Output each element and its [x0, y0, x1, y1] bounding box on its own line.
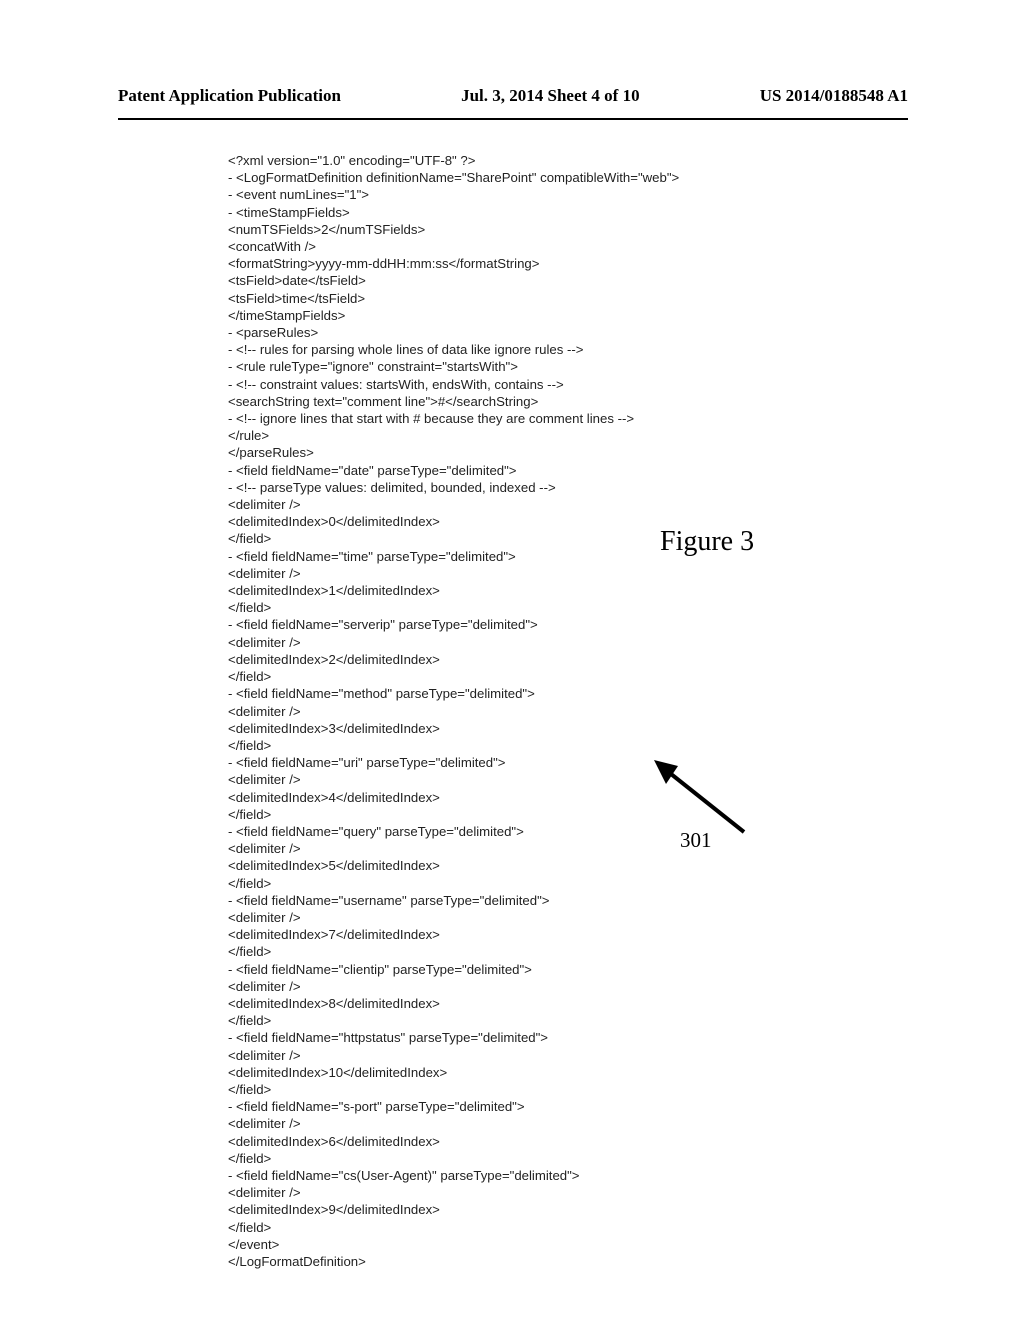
reference-number: 301 [680, 828, 712, 853]
header-center: Jul. 3, 2014 Sheet 4 of 10 [461, 86, 640, 106]
header-rule [118, 118, 908, 120]
xml-code-block: <?xml version="1.0" encoding="UTF-8" ?> … [228, 152, 679, 1270]
header-left: Patent Application Publication [118, 86, 341, 106]
figure-label: Figure 3 [660, 526, 754, 558]
header-right: US 2014/0188548 A1 [760, 86, 908, 106]
arrow-icon [648, 756, 778, 848]
page: Patent Application Publication Jul. 3, 2… [0, 0, 1024, 1320]
page-header: Patent Application Publication Jul. 3, 2… [118, 86, 908, 106]
